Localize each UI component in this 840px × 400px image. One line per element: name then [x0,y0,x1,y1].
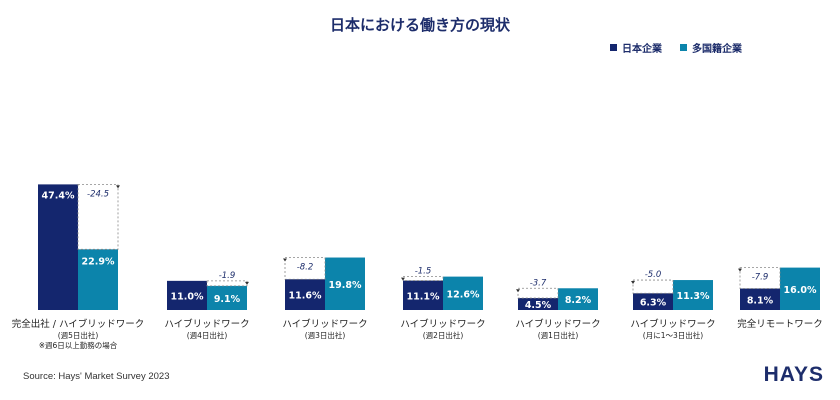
bar-japan-0 [38,184,78,310]
bar-japan-6 [740,288,780,310]
diff-box-4 [517,287,559,299]
category-sub-5: (月に1～3日出社) [643,330,703,340]
value-label-multinational-2: 19.8% [329,280,362,291]
value-label-japan-6: 8.1% [747,295,774,306]
diff-label-4: -3.7 [530,278,547,288]
category-label-1: ハイブリッドワーク [164,318,249,330]
value-label-japan-5: 6.3% [640,298,667,309]
diff-arrow-1 [245,281,249,285]
legend-swatch-multinational [680,44,687,51]
diff-label-2: -8.2 [297,263,314,273]
bar-multinational-0 [78,249,118,310]
diff-arrow-0 [116,185,120,189]
value-label-japan-4: 4.5% [525,300,552,311]
bar-japan-1 [167,280,207,310]
legend-label-japan: 日本企業 [622,44,662,55]
bar-japan-5 [633,293,673,310]
diff-box-3 [402,276,444,281]
bar-multinational-4 [558,288,598,310]
value-label-multinational-3: 12.6% [447,289,480,300]
value-label-japan-1: 11.0% [171,291,204,302]
category-label-4: ハイブリッドワーク [515,318,600,330]
diff-box-6 [739,267,781,289]
diff-box-0 [77,183,119,250]
chart-title: 日本における働き方の現状 [329,16,510,34]
bar-multinational-6 [780,267,820,310]
diff-label-3: -1.5 [415,267,432,277]
bar-multinational-5 [673,280,713,310]
diff-label-1: -1.9 [219,271,236,281]
value-label-multinational-6: 16.0% [784,285,817,296]
bar-multinational-3 [443,276,483,310]
category-sub-4: (週1日出社) [538,330,579,340]
hays-logo: HAYS [763,363,824,386]
legend-item-japan: 日本企業 [610,40,662,55]
category-label-6: 完全リモートワーク [737,318,823,330]
diff-box-5 [632,279,674,294]
category-note-0: ※週6日以上勤務の場合 [39,340,118,350]
diff-arrow-4 [516,289,520,293]
category-label-5: ハイブリッドワーク [630,318,715,330]
value-label-japan-3: 11.1% [407,291,440,302]
diff-arrow-3 [401,277,405,281]
value-label-multinational-1: 9.1% [214,294,241,305]
legend-item-multinational: 多国籍企業 [680,40,742,55]
bar-multinational-1 [207,285,247,310]
diff-box-2 [284,257,326,280]
value-label-japan-0: 47.4% [42,190,75,201]
value-label-japan-2: 11.6% [289,291,322,302]
category-sub-1: (週4日出社) [187,330,228,340]
bar-japan-2 [285,279,325,310]
diff-arrow-2 [283,258,287,262]
diff-arrow-5 [631,281,635,285]
value-label-multinational-5: 11.3% [677,291,710,302]
legend-swatch-japan [610,44,617,51]
legend-label-multinational: 多国籍企業 [692,44,742,55]
value-label-multinational-4: 8.2% [565,295,592,306]
diff-box-1 [206,280,248,287]
value-label-multinational-0: 22.9% [82,256,115,267]
bar-japan-4 [518,298,558,310]
diff-label-5: -5.0 [645,270,662,280]
legend: 日本企業 多国籍企業 [610,40,742,55]
category-sub-3: (週2日出社) [423,330,464,340]
category-sub-0: (週5日出社) [58,330,99,340]
category-label-2: ハイブリッドワーク [282,318,367,330]
bar-japan-3 [403,280,443,310]
source-note: Source: Hays' Market Survey 2023 [23,371,170,382]
diff-label-0: -24.5 [87,189,109,199]
diff-arrow-6 [738,268,742,272]
category-label-0: 完全出社 / ハイブリッドワーク [12,318,145,330]
category-label-3: ハイブリッドワーク [400,318,485,330]
category-sub-2: (週3日出社) [305,330,346,340]
bar-multinational-2 [325,257,365,310]
diff-label-6: -7.9 [752,273,769,283]
